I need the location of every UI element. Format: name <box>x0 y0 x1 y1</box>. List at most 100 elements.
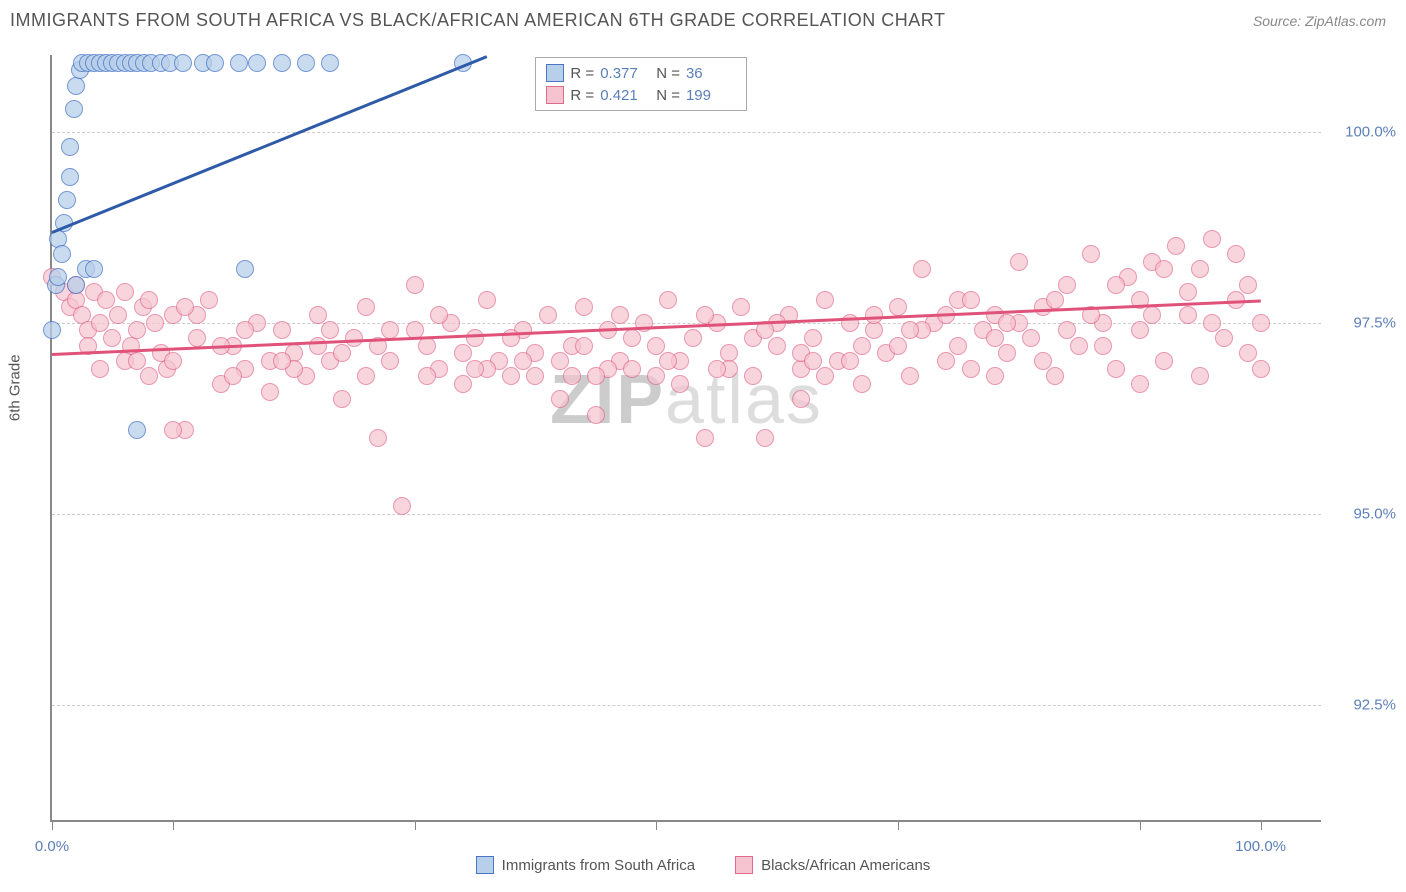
pink-point <box>109 306 127 324</box>
pink-point <box>91 314 109 332</box>
pink-point <box>140 291 158 309</box>
pink-point <box>901 321 919 339</box>
pink-point <box>1155 260 1173 278</box>
pink-point <box>647 367 665 385</box>
pink-point <box>587 367 605 385</box>
pink-point <box>937 352 955 370</box>
pink-point <box>696 429 714 447</box>
chart-plot-area: ZIPatlas 92.5%95.0%97.5%100.0%0.0%100.0%… <box>50 55 1321 822</box>
x-tick-label-left: 0.0% <box>35 838 69 855</box>
pink-point <box>865 306 883 324</box>
pink-point <box>357 298 375 316</box>
pink-point <box>1046 291 1064 309</box>
pink-point <box>1107 276 1125 294</box>
pink-point <box>273 321 291 339</box>
pink-point <box>1010 253 1028 271</box>
pink-point <box>853 375 871 393</box>
x-tick <box>1140 820 1141 830</box>
blue-point <box>297 54 315 72</box>
pink-point <box>1179 306 1197 324</box>
legend-item-immigrants: Immigrants from South Africa <box>476 856 695 874</box>
pink-point <box>369 429 387 447</box>
pink-point <box>792 390 810 408</box>
blue-point <box>49 268 67 286</box>
pink-point <box>1046 367 1064 385</box>
blue-point <box>248 54 266 72</box>
legend-row: R =0.421N =199 <box>546 84 736 106</box>
y-axis-label: 6th Grade <box>7 354 24 421</box>
source-label: Source: ZipAtlas.com <box>1253 13 1386 29</box>
pink-point <box>321 321 339 339</box>
pink-point <box>1070 337 1088 355</box>
pink-point <box>1131 321 1149 339</box>
x-tick <box>898 820 899 830</box>
blue-point <box>128 421 146 439</box>
x-tick <box>656 820 657 830</box>
pink-point <box>103 329 121 347</box>
legend-correlation-box: R =0.377N =36R =0.421N =199 <box>535 57 747 111</box>
y-tick-label: 97.5% <box>1331 314 1396 331</box>
pink-point <box>224 367 242 385</box>
x-tick <box>1261 820 1262 830</box>
pink-point <box>1143 306 1161 324</box>
pink-point <box>418 367 436 385</box>
pink-point <box>768 337 786 355</box>
pink-point <box>659 291 677 309</box>
pink-point <box>514 352 532 370</box>
pink-point <box>1155 352 1173 370</box>
pink-point <box>188 329 206 347</box>
pink-point <box>164 352 182 370</box>
pink-point <box>708 360 726 378</box>
legend-swatch-blue <box>476 856 494 874</box>
pink-point <box>478 291 496 309</box>
pink-point <box>1215 329 1233 347</box>
pink-point <box>430 306 448 324</box>
pink-point <box>309 337 327 355</box>
pink-point <box>1227 245 1245 263</box>
blue-point <box>53 245 71 263</box>
pink-point <box>1167 237 1185 255</box>
pink-point <box>962 291 980 309</box>
pink-point <box>575 298 593 316</box>
chart-title: IMMIGRANTS FROM SOUTH AFRICA VS BLACK/AF… <box>10 10 945 31</box>
pink-point <box>345 329 363 347</box>
blue-point <box>174 54 192 72</box>
pink-point <box>684 329 702 347</box>
x-tick-label-right: 100.0% <box>1235 838 1286 855</box>
blue-point <box>67 77 85 95</box>
blue-point <box>58 191 76 209</box>
pink-point <box>128 352 146 370</box>
blue-point <box>67 276 85 294</box>
x-tick <box>52 820 53 830</box>
pink-point <box>853 337 871 355</box>
pink-point <box>913 260 931 278</box>
pink-point <box>406 276 424 294</box>
blue-point <box>61 138 79 156</box>
pink-point <box>949 337 967 355</box>
pink-point <box>502 367 520 385</box>
legend-swatch-pink <box>735 856 753 874</box>
pink-point <box>91 360 109 378</box>
pink-point <box>732 298 750 316</box>
pink-point <box>164 421 182 439</box>
blue-point <box>273 54 291 72</box>
pink-point <box>1252 314 1270 332</box>
pink-point <box>696 306 714 324</box>
blue-trendline <box>51 55 487 234</box>
pink-point <box>1082 245 1100 263</box>
y-tick-label: 100.0% <box>1331 123 1396 140</box>
pink-point <box>1239 276 1257 294</box>
pink-point <box>333 344 351 362</box>
x-tick <box>415 820 416 830</box>
pink-point <box>454 344 472 362</box>
pink-point <box>273 352 291 370</box>
pink-point <box>1191 367 1209 385</box>
pink-point <box>466 329 484 347</box>
pink-point <box>357 367 375 385</box>
blue-point <box>321 54 339 72</box>
pink-point <box>381 352 399 370</box>
blue-point <box>236 260 254 278</box>
blue-point <box>206 54 224 72</box>
pink-point <box>1022 329 1040 347</box>
pink-point <box>97 291 115 309</box>
